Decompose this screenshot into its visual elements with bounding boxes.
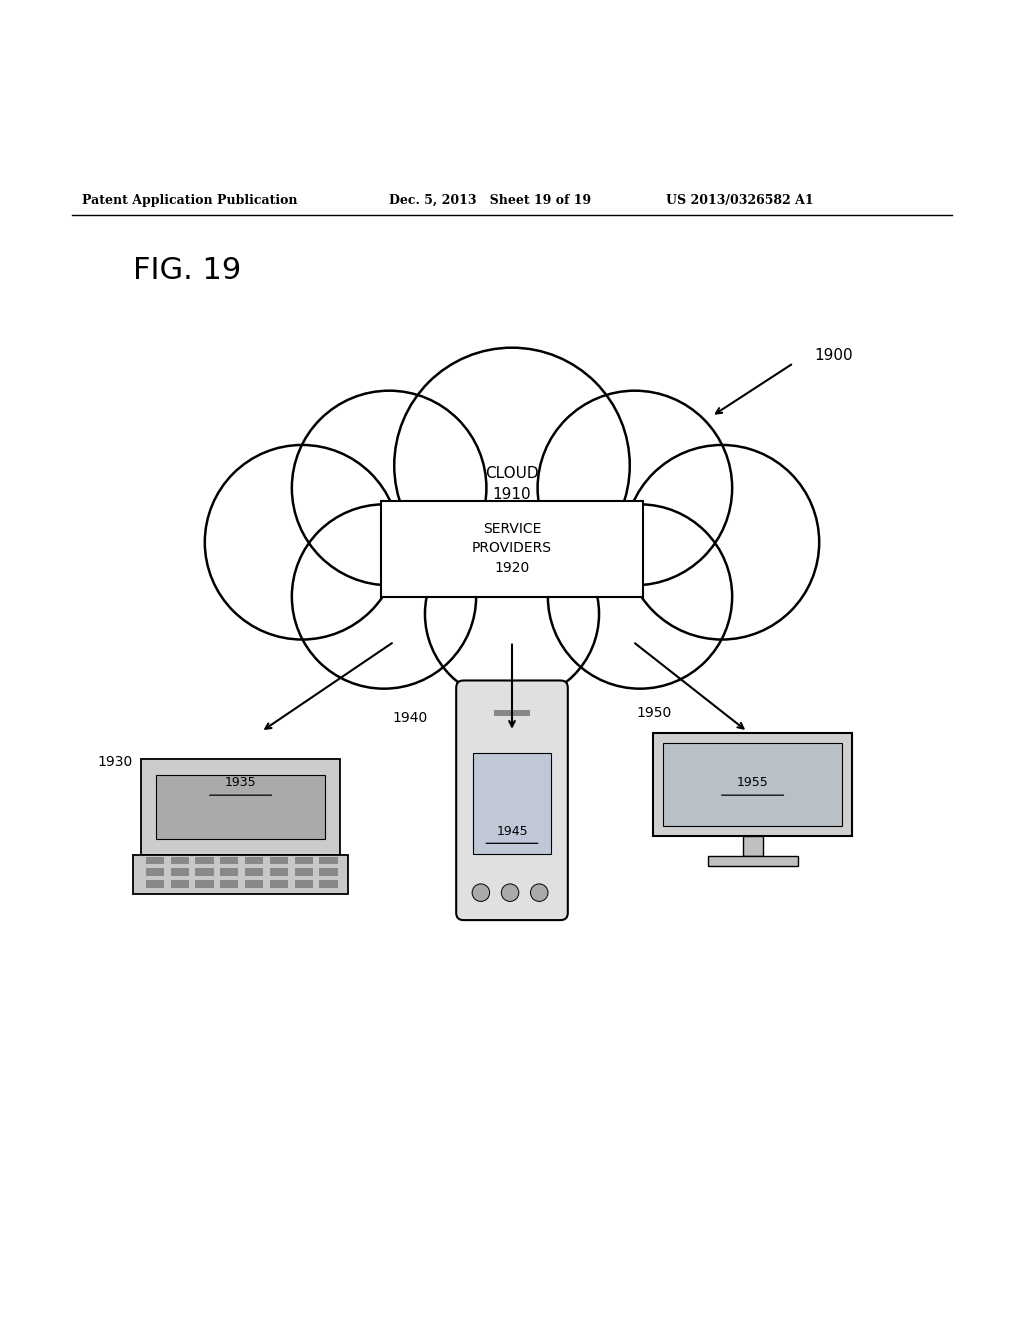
Bar [220, 880, 239, 888]
Text: SERVICE
PROVIDERS
1920: SERVICE PROVIDERS 1920 [472, 521, 552, 576]
Bar [295, 857, 313, 865]
Circle shape [502, 884, 519, 902]
Ellipse shape [317, 455, 707, 557]
Bar [295, 869, 313, 876]
Bar [295, 880, 313, 888]
Circle shape [292, 391, 486, 585]
Bar [145, 857, 164, 865]
Bar [708, 857, 798, 866]
Bar [653, 733, 852, 836]
Bar [220, 857, 239, 865]
Circle shape [425, 527, 599, 701]
Bar [473, 752, 551, 854]
Bar [269, 880, 288, 888]
Bar [245, 880, 263, 888]
Ellipse shape [338, 496, 686, 630]
Circle shape [625, 445, 819, 639]
Bar [269, 857, 288, 865]
Bar [171, 880, 188, 888]
Bar [495, 710, 529, 715]
Circle shape [538, 391, 732, 585]
Circle shape [338, 352, 686, 701]
Text: 1955: 1955 [736, 776, 769, 789]
Circle shape [205, 445, 399, 639]
Text: 1950: 1950 [637, 706, 672, 721]
Bar [269, 869, 288, 876]
Bar [196, 857, 214, 865]
Circle shape [394, 347, 630, 583]
Text: CLOUD
1910: CLOUD 1910 [485, 466, 539, 502]
Text: 1900: 1900 [814, 348, 853, 363]
FancyBboxPatch shape [457, 681, 567, 920]
Bar [319, 857, 338, 865]
Text: 1940: 1940 [392, 711, 427, 726]
Bar [664, 743, 842, 826]
Text: US 2013/0326582 A1: US 2013/0326582 A1 [666, 194, 813, 207]
Bar [171, 857, 188, 865]
Circle shape [292, 504, 476, 689]
Bar [145, 880, 164, 888]
Bar [145, 869, 164, 876]
Bar [245, 857, 263, 865]
Bar [171, 869, 188, 876]
Bar [140, 759, 340, 854]
Bar [319, 880, 338, 888]
Text: Patent Application Publication: Patent Application Publication [82, 194, 297, 207]
Bar [245, 869, 263, 876]
Text: FIG. 19: FIG. 19 [133, 256, 242, 285]
Text: 1935: 1935 [225, 776, 256, 789]
Bar [319, 869, 338, 876]
Bar [196, 869, 214, 876]
Bar [220, 869, 239, 876]
Bar [156, 775, 326, 840]
Circle shape [548, 504, 732, 689]
Bar [381, 502, 643, 597]
Text: 1945: 1945 [497, 825, 527, 837]
Text: Dec. 5, 2013   Sheet 19 of 19: Dec. 5, 2013 Sheet 19 of 19 [389, 194, 591, 207]
Bar [133, 854, 348, 894]
Bar [196, 880, 214, 888]
Bar [742, 836, 763, 857]
Text: 1930: 1930 [97, 755, 132, 770]
Circle shape [472, 884, 489, 902]
Circle shape [530, 884, 548, 902]
